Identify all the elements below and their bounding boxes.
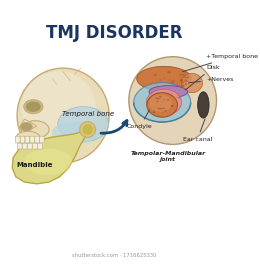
Ellipse shape [182, 74, 184, 76]
Ellipse shape [26, 101, 41, 112]
Text: Condyle: Condyle [127, 110, 153, 129]
Polygon shape [12, 129, 89, 184]
Ellipse shape [155, 97, 157, 99]
Ellipse shape [155, 84, 158, 86]
Text: Tempolar-Mandibular
joint: Tempolar-Mandibular joint [131, 151, 206, 162]
Ellipse shape [167, 99, 169, 101]
Ellipse shape [171, 105, 173, 106]
Ellipse shape [24, 149, 72, 175]
Ellipse shape [177, 97, 180, 99]
Ellipse shape [165, 110, 167, 112]
Ellipse shape [177, 82, 178, 83]
Ellipse shape [159, 79, 161, 81]
Ellipse shape [188, 83, 190, 84]
Ellipse shape [154, 74, 157, 76]
Ellipse shape [22, 71, 96, 146]
Ellipse shape [149, 94, 172, 112]
Ellipse shape [156, 101, 158, 102]
Ellipse shape [171, 83, 174, 85]
Ellipse shape [163, 99, 165, 100]
Ellipse shape [180, 79, 183, 81]
FancyBboxPatch shape [30, 136, 34, 143]
Text: +Temporal bone: +Temporal bone [182, 54, 258, 72]
FancyBboxPatch shape [16, 136, 20, 143]
Ellipse shape [181, 85, 185, 87]
Circle shape [129, 57, 217, 144]
FancyBboxPatch shape [22, 143, 27, 149]
Ellipse shape [147, 93, 178, 117]
Ellipse shape [171, 80, 175, 83]
Ellipse shape [169, 79, 171, 81]
Ellipse shape [146, 89, 181, 115]
Ellipse shape [185, 83, 187, 85]
FancyBboxPatch shape [38, 143, 42, 149]
Ellipse shape [162, 108, 165, 109]
Polygon shape [19, 119, 37, 129]
Ellipse shape [198, 92, 209, 118]
Ellipse shape [181, 81, 185, 84]
Ellipse shape [160, 108, 162, 109]
Text: Ear canal: Ear canal [183, 119, 212, 142]
Ellipse shape [58, 107, 109, 142]
Text: Mandible: Mandible [17, 162, 53, 167]
Ellipse shape [171, 105, 173, 107]
Ellipse shape [52, 122, 97, 144]
Ellipse shape [162, 112, 164, 113]
Ellipse shape [181, 73, 203, 93]
Text: TMJ DISORDER: TMJ DISORDER [46, 24, 182, 42]
Text: shutterstock.com · 1716625330: shutterstock.com · 1716625330 [72, 253, 156, 258]
FancyBboxPatch shape [40, 136, 44, 143]
FancyBboxPatch shape [25, 136, 30, 143]
FancyBboxPatch shape [35, 136, 39, 143]
Ellipse shape [157, 98, 159, 100]
Ellipse shape [163, 78, 165, 79]
Ellipse shape [21, 121, 49, 138]
Ellipse shape [159, 96, 162, 98]
Ellipse shape [181, 85, 183, 86]
Circle shape [82, 124, 93, 135]
Text: Temporal bone: Temporal bone [62, 111, 114, 117]
Ellipse shape [16, 131, 40, 145]
FancyBboxPatch shape [28, 143, 32, 149]
Ellipse shape [24, 100, 43, 114]
Ellipse shape [17, 68, 109, 163]
Ellipse shape [20, 122, 32, 131]
Ellipse shape [137, 66, 191, 91]
Ellipse shape [179, 74, 182, 75]
Ellipse shape [184, 74, 186, 76]
FancyBboxPatch shape [17, 143, 22, 149]
FancyBboxPatch shape [20, 136, 25, 143]
Ellipse shape [184, 79, 187, 82]
Ellipse shape [153, 111, 155, 113]
Circle shape [80, 122, 95, 137]
Ellipse shape [167, 71, 171, 73]
Ellipse shape [134, 83, 191, 122]
Ellipse shape [184, 71, 186, 73]
FancyBboxPatch shape [32, 143, 37, 149]
Ellipse shape [149, 86, 187, 98]
Ellipse shape [184, 76, 187, 78]
Text: Disk: Disk [185, 65, 220, 90]
Ellipse shape [180, 79, 183, 82]
Ellipse shape [158, 108, 160, 109]
Ellipse shape [186, 81, 188, 82]
Text: +Nerves: +Nerves [188, 77, 233, 83]
Ellipse shape [177, 85, 178, 86]
Ellipse shape [186, 76, 190, 79]
